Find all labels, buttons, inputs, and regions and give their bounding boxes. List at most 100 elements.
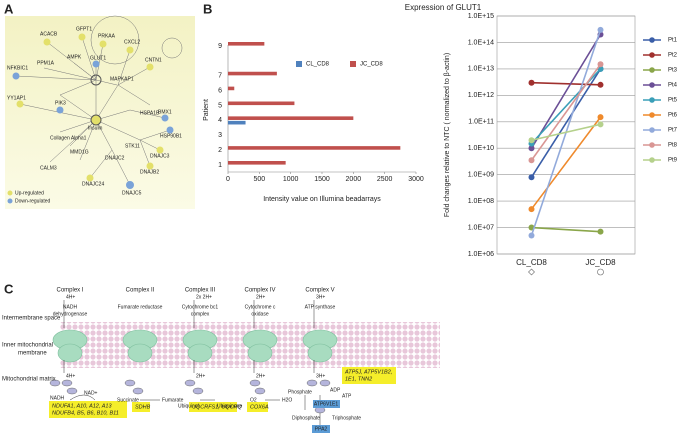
- enzyme-name: oxidase: [251, 311, 268, 317]
- molecule-label: NAD+: [84, 390, 98, 396]
- molecule-label: Phosphate: [288, 389, 312, 395]
- legend-marker: [649, 37, 655, 43]
- bar: [228, 101, 295, 106]
- node-label: DNAJC24: [82, 181, 104, 187]
- proton-label: 2H+: [256, 373, 265, 379]
- enzyme-label: ATP6V1E1: [314, 401, 339, 407]
- gene-list: UQCRFS1, UQCRQ: [192, 404, 243, 410]
- proton-label: 3H+: [316, 373, 325, 379]
- node-label: PPM1A: [37, 60, 55, 66]
- y-tick-label: 1.0E+12: [468, 92, 494, 99]
- legend-label: Pt1: [668, 38, 678, 44]
- x-tick-label: CL_CD8: [516, 258, 547, 267]
- molecule-label: Fumarate: [162, 397, 184, 403]
- molecule-label: NADH: [50, 395, 65, 401]
- node-label: MMD1G: [70, 149, 89, 155]
- point: [597, 121, 604, 128]
- proton-label: 4H+: [66, 373, 75, 379]
- enzyme-name: NADH: [63, 304, 78, 310]
- node-label: CALM3: [40, 165, 57, 171]
- node-label: DNAJB2: [140, 169, 159, 175]
- region-label: Inner mitochondrial: [2, 343, 53, 349]
- node-label: PRKAA: [98, 33, 116, 39]
- pathway: Intermembrane space Inner mitochondrial …: [2, 288, 440, 433]
- bar: [228, 120, 246, 125]
- gene-list: SDHB: [135, 404, 151, 410]
- enzyme-name: Cytochrome bc1: [182, 304, 219, 310]
- node-label: HSP90B1: [160, 133, 182, 139]
- molecule-label: Succinate: [117, 397, 139, 403]
- region-label: Mitochondrial matrix: [2, 377, 56, 383]
- y-tick-label: 1.0E+10: [468, 145, 494, 152]
- node-label: YY1AP1: [7, 95, 26, 101]
- proton-label: 3H+: [316, 294, 325, 300]
- node-label: STK11: [125, 143, 140, 149]
- enzyme-label: PPA2: [315, 426, 328, 432]
- x-tick-label: 2000: [346, 176, 362, 183]
- y-tick-label: 6: [218, 87, 222, 94]
- point: [597, 61, 604, 68]
- point: [528, 79, 535, 86]
- node-label: PIK3: [55, 100, 66, 106]
- legend-label: JC_CD8: [360, 62, 383, 68]
- gene-list: 1E1, TNN2: [345, 376, 372, 382]
- gene-list: NDUFB4, B5, B6, B10, B11: [52, 410, 119, 416]
- legend-marker: [649, 127, 655, 133]
- enzyme-box: [312, 425, 330, 433]
- y-tick-label: 9: [218, 43, 222, 50]
- proton-label: 2x 2H+: [196, 294, 212, 300]
- point: [528, 145, 535, 152]
- gene-box: [189, 402, 237, 412]
- gene-list: NDUFA1, A10, A12, A13: [52, 403, 112, 409]
- point: [528, 157, 535, 164]
- x-tick-label: 0: [226, 176, 230, 183]
- node-label: AMPK: [67, 54, 82, 60]
- molecule-label: ATP: [342, 393, 352, 399]
- bar: [228, 146, 401, 150]
- y-tick-label: 1: [218, 162, 222, 169]
- legend-label: Pt9: [668, 158, 678, 164]
- molecule-label: Ubiquinol: [178, 403, 199, 409]
- legend-label: Pt6: [668, 113, 678, 119]
- y-tick-label: 1.0E+07: [468, 224, 494, 231]
- bar: [228, 71, 277, 76]
- legend-label: Pt7: [668, 128, 678, 134]
- molecule-label: O2: [250, 397, 257, 403]
- legend-swatch: [7, 198, 13, 204]
- series-line: [530, 68, 602, 178]
- legend-label: Pt3: [668, 68, 678, 74]
- chart-title: Expression of GLUT1: [405, 3, 482, 12]
- edges: [15, 15, 183, 186]
- molecule-label: ADP: [330, 387, 341, 393]
- small-labels: 4H+ 2x 2H+ 2H+ 3H+ 4H+ 2H+ 2H+ 3H+ NADH …: [50, 294, 361, 421]
- node-label: ACACB: [40, 31, 58, 37]
- node-label: DNAJC3: [150, 153, 170, 159]
- point: [528, 174, 535, 181]
- point: [597, 81, 604, 88]
- y-tick-label: 1.0E+13: [468, 66, 494, 73]
- x-axis-label: Intensity value on Illumina beadarrays: [263, 196, 381, 203]
- node-label: MAPKAP1: [110, 76, 134, 82]
- bar: [228, 116, 354, 120]
- y-tick-label: 1.0E+14: [468, 39, 494, 46]
- legend-label: Pt8: [668, 143, 678, 149]
- gene-list: COX6A: [250, 404, 269, 410]
- series-line: [531, 226, 601, 233]
- series-line: [530, 63, 602, 161]
- network: ACACB GFPT1 PRKAA CXCL2 NFKBIC1 PPM1A AM…: [5, 15, 195, 209]
- gene-box: [132, 402, 150, 412]
- node-label: CNTN1: [145, 57, 162, 63]
- complex-name: Complex II: [126, 288, 155, 294]
- legend-label: Pt2: [668, 53, 678, 59]
- x-tick-label: 2500: [377, 176, 393, 183]
- y-tick-label: 2: [218, 147, 222, 154]
- region-label: membrane: [18, 351, 47, 357]
- y-tick-label: 4: [218, 117, 222, 124]
- gene-box: [342, 367, 396, 384]
- proton-label: 2H+: [196, 373, 205, 379]
- legend-label: Pt5: [668, 98, 678, 104]
- y-tick-label: 7: [218, 73, 222, 80]
- complexes: [52, 329, 338, 363]
- x-tick-label: JC_CD8: [585, 258, 616, 267]
